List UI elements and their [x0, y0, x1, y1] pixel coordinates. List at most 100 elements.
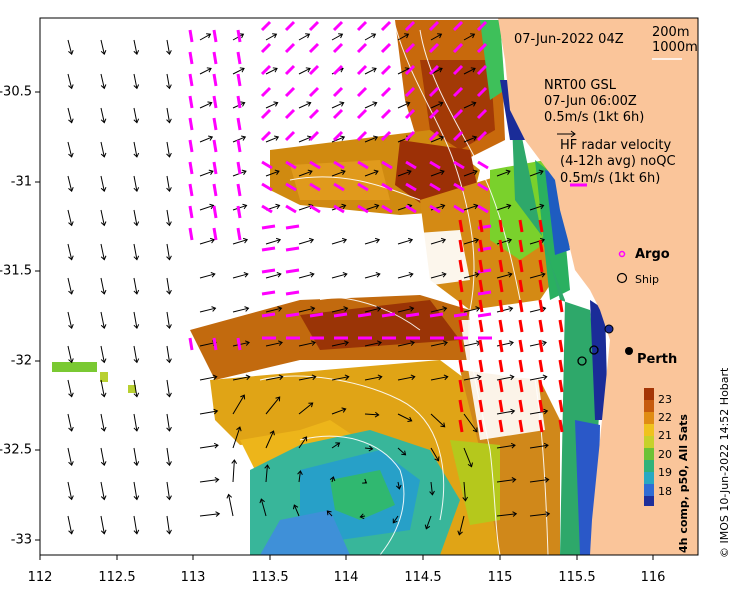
- vector-arrow: [331, 341, 349, 347]
- vector-arrow: [397, 376, 415, 381]
- vector-arrow: [166, 481, 171, 500]
- vector-arrow-head: [437, 67, 443, 73]
- vector-arrow: [232, 460, 235, 483]
- vector-arrow: [308, 20, 320, 32]
- vector-arrow: [166, 379, 171, 397]
- radar-velocity-arrows: [188, 20, 492, 351]
- vector-arrow: [397, 413, 412, 422]
- vector-arrow-head: [166, 529, 172, 535]
- vector-arrow: [498, 339, 504, 353]
- vector-arrow: [518, 279, 524, 293]
- vector-arrow: [518, 339, 524, 353]
- vector-arrow: [333, 204, 345, 214]
- vector-arrow: [298, 376, 316, 381]
- vector-arrow: [298, 136, 312, 143]
- vector-arrow-head: [507, 272, 513, 278]
- vector-arrow: [357, 312, 372, 318]
- vector-arrow-head: [539, 237, 546, 244]
- vector-arrow: [265, 136, 279, 143]
- vector-arrow: [232, 67, 245, 75]
- vector-arrow-head: [374, 237, 381, 244]
- vector-arrow-head: [100, 495, 107, 501]
- y-tick-label: -33: [10, 532, 32, 548]
- vector-arrow-head: [406, 169, 412, 175]
- vector-arrow-head: [207, 101, 213, 107]
- vector-arrow-head: [278, 374, 284, 381]
- vector-arrow: [199, 33, 211, 41]
- vector-arrow: [212, 139, 218, 153]
- vector-arrow-head: [408, 272, 414, 278]
- vector-arrow: [133, 481, 138, 500]
- vector-arrow: [397, 33, 409, 41]
- vector-arrow-head: [240, 101, 246, 107]
- vector-arrow: [67, 209, 73, 226]
- vector-arrow-head: [371, 33, 377, 39]
- vector-arrow-head: [470, 33, 476, 39]
- vector-arrow-head: [343, 340, 349, 346]
- vector-arrow: [463, 170, 478, 177]
- vector-arrow: [476, 86, 488, 98]
- vector-arrow: [265, 307, 282, 313]
- y-tick-label: -30.5: [0, 84, 32, 100]
- vector-arrow-head: [242, 203, 248, 210]
- date-label: 07-Jun-2022 04Z: [514, 32, 624, 47]
- vector-arrow: [265, 239, 281, 245]
- vector-arrow: [476, 20, 488, 32]
- vector-arrow-head: [543, 408, 549, 415]
- vector-arrow: [364, 204, 379, 211]
- vector-arrow: [558, 299, 564, 313]
- vector-arrow: [265, 341, 283, 347]
- vector-arrow: [308, 64, 320, 76]
- vector-arrow: [67, 175, 73, 192]
- vector-arrow: [284, 108, 296, 120]
- vector-arrow-head: [166, 187, 172, 193]
- vector-arrow-head: [272, 33, 278, 39]
- vector-arrow: [265, 396, 281, 415]
- vector-arrow: [452, 130, 464, 142]
- vector-arrow: [429, 182, 441, 192]
- vector-arrow-head: [133, 289, 140, 295]
- vector-arrow: [199, 410, 218, 415]
- vector-arrow: [188, 227, 194, 241]
- vector-arrow-head: [462, 496, 469, 502]
- vector-arrow-head: [240, 394, 246, 400]
- vector-arrow: [405, 160, 417, 170]
- vector-arrow-head: [310, 340, 316, 346]
- vector-arrow-head: [100, 392, 107, 398]
- vector-arrow: [199, 273, 215, 279]
- x-tick-label: 115: [487, 570, 513, 585]
- vector-arrow: [477, 312, 492, 318]
- vector-arrow: [67, 345, 73, 363]
- vector-arrow-head: [241, 135, 247, 141]
- vector-arrow: [285, 204, 297, 214]
- vector-arrow-head: [259, 498, 265, 504]
- vector-arrow: [232, 307, 249, 313]
- vector-arrow: [212, 161, 218, 175]
- ship-label: Ship: [635, 273, 659, 286]
- vector-arrow: [380, 42, 392, 54]
- y-tick-label: -31: [10, 174, 32, 190]
- vector-arrow: [538, 399, 544, 413]
- vector-arrow: [212, 117, 218, 131]
- vector-arrow: [284, 64, 296, 76]
- vector-arrow: [67, 107, 73, 123]
- x-tick-label: 112.5: [98, 570, 136, 585]
- vector-arrow-head: [506, 203, 512, 210]
- vector-arrow: [430, 102, 443, 109]
- vector-arrow-head: [512, 511, 518, 517]
- argo-label: Argo: [635, 247, 670, 262]
- vector-arrow-head: [269, 430, 275, 436]
- vector-arrow: [265, 67, 278, 75]
- vector-arrow: [331, 239, 347, 245]
- vector-arrow: [498, 419, 504, 433]
- vector-arrow-head: [213, 442, 219, 449]
- vector-arrow: [100, 39, 105, 55]
- vector-arrow: [558, 359, 564, 373]
- vector-arrow-head: [241, 169, 247, 175]
- vector-arrow-head: [275, 237, 282, 244]
- vector-arrow: [478, 339, 484, 353]
- vector-arrow-head: [166, 118, 172, 124]
- vector-arrow: [477, 160, 489, 170]
- vector-arrow: [212, 337, 218, 351]
- vector-arrow-head: [510, 408, 516, 415]
